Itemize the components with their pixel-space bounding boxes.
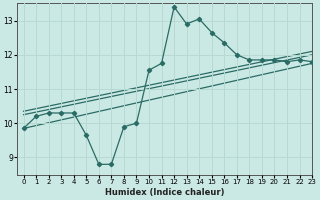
X-axis label: Humidex (Indice chaleur): Humidex (Indice chaleur) — [105, 188, 224, 197]
